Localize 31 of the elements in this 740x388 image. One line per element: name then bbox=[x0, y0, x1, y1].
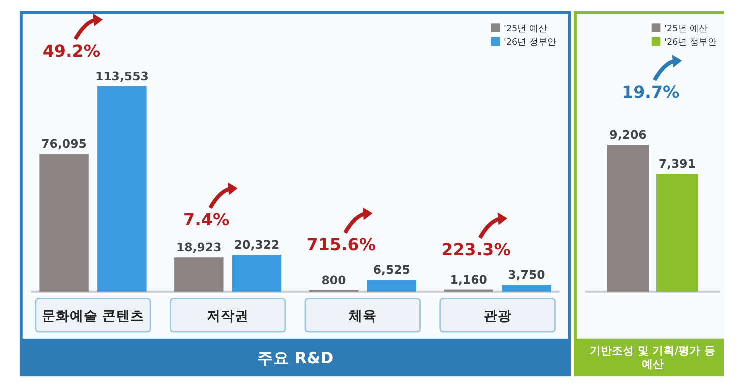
bar bbox=[367, 280, 416, 292]
annotation: 223.3% bbox=[442, 240, 512, 260]
legend-label: '26년 정부안 bbox=[664, 38, 717, 48]
data-label: 3,750 bbox=[508, 268, 546, 282]
legend-label: '26년 정부안 bbox=[504, 38, 556, 48]
bar bbox=[232, 255, 282, 292]
annotation: 7.4% bbox=[183, 210, 230, 230]
legend-label: '25년 예산 bbox=[504, 24, 548, 34]
x-tick-label: 관광 bbox=[484, 308, 512, 324]
legend-label: '25년 예산 bbox=[664, 24, 708, 34]
data-label: 76,095 bbox=[42, 137, 87, 152]
data-label: 1,160 bbox=[450, 272, 488, 287]
x-tick-label: 문화예술 콘텐츠 bbox=[42, 308, 145, 324]
data-label: 113,553 bbox=[95, 69, 149, 84]
annotation: 49.2% bbox=[42, 42, 101, 61]
text: 19.7% bbox=[622, 83, 680, 102]
x-axis-title: 기반조성 및 기획/평가 등 예산 bbox=[590, 344, 716, 372]
bar bbox=[40, 154, 89, 292]
bar bbox=[98, 86, 147, 292]
bar bbox=[502, 285, 552, 292]
annotation: 715.6% bbox=[306, 236, 376, 255]
x-tick-label: 체육 bbox=[348, 308, 377, 324]
data-label: 7,391 bbox=[658, 157, 696, 172]
data-label: 6,525 bbox=[373, 263, 410, 278]
bar bbox=[174, 258, 224, 292]
x-axis-title: 주요 R&D bbox=[257, 348, 334, 368]
data-label: 9,206 bbox=[610, 128, 647, 142]
x-tick-label: 저작권 bbox=[207, 308, 250, 324]
data-label: 800 bbox=[322, 274, 346, 288]
data-label: 20,322 bbox=[234, 238, 280, 252]
data-label: 18,923 bbox=[176, 240, 222, 255]
